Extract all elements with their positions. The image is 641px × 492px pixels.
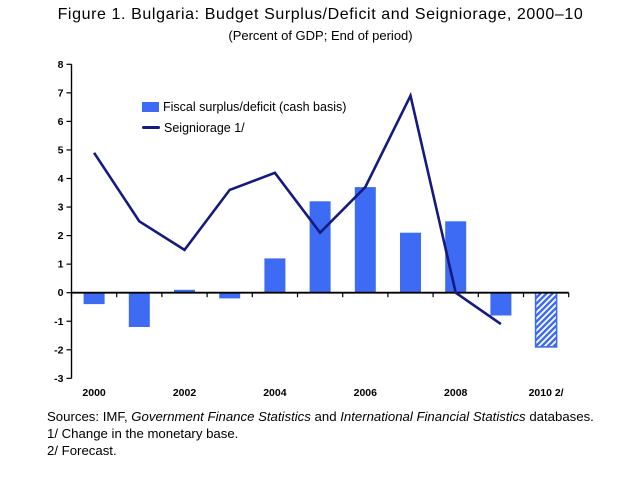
source-title-1: Government Finance Statistics: [131, 409, 311, 424]
footnote-2: 2/ Forecast.: [47, 443, 117, 458]
y-tick-label: 5: [58, 144, 64, 156]
legend-label-fiscal: Fiscal surplus/deficit (cash basis): [163, 99, 347, 114]
x-tick-label: 2004: [263, 387, 287, 399]
x-tick-label: 2006: [354, 387, 378, 399]
source-title-2: International Financial Statistics: [340, 409, 526, 424]
bar-2006: [354, 187, 376, 293]
bar-2004: [264, 258, 286, 293]
y-tick-label: 3: [58, 202, 64, 214]
seigniorage-line-swatch-icon: [142, 125, 160, 130]
bar-forecast-2010: [534, 291, 558, 348]
bar-2001: [128, 292, 150, 327]
bar-2007: [400, 232, 421, 293]
legend-label-seigniorage: Seigniorage 1/: [164, 120, 245, 135]
y-tick-label: 7: [58, 87, 64, 99]
y-tick-label: 0: [58, 287, 64, 299]
footer: Sources: IMF, Government Finance Statist…: [47, 408, 627, 459]
legend: Fiscal surplus/deficit (cash basis) Seig…: [142, 96, 346, 138]
seigniorage-line: [93, 91, 502, 326]
fiscal-bar-swatch-icon: [142, 101, 159, 112]
source-note-suffix: databases.: [525, 409, 594, 424]
x-tick-label: 2008: [444, 387, 468, 399]
source-note-mid: and: [310, 409, 341, 424]
legend-item-seigniorage: Seigniorage 1/: [142, 117, 346, 138]
y-tick-label: 8: [58, 59, 64, 71]
x-tick-label: 2002: [173, 387, 197, 399]
y-tick-label: 6: [58, 116, 64, 128]
y-tick-label: 4: [58, 173, 64, 185]
bar-2005: [309, 201, 331, 293]
figure-subtitle: (Percent of GDP; End of period): [228, 28, 413, 43]
source-note: Sources: IMF, Government Finance Statist…: [47, 408, 627, 425]
footnote-1: 1/ Change in the monetary base.: [47, 426, 239, 441]
bar-2000: [83, 292, 105, 305]
y-tick-label: 1: [58, 259, 64, 271]
y-tick-label: -2: [54, 344, 63, 356]
y-tick-label: -1: [54, 316, 63, 328]
source-note-prefix: Sources: IMF,: [47, 409, 132, 424]
legend-item-fiscal: Fiscal surplus/deficit (cash basis): [142, 96, 346, 117]
x-tick-label: 2000: [82, 387, 106, 399]
bar-2009: [490, 292, 512, 316]
x-tick-label: 2010 2/: [529, 387, 564, 399]
bar-2003: [219, 292, 241, 299]
bar-2002: [174, 289, 195, 293]
figure-title: Figure 1. Bulgaria: Budget Surplus/Defic…: [57, 6, 584, 23]
y-tick-label: -3: [54, 373, 63, 385]
y-tick-label: 2: [58, 230, 64, 242]
